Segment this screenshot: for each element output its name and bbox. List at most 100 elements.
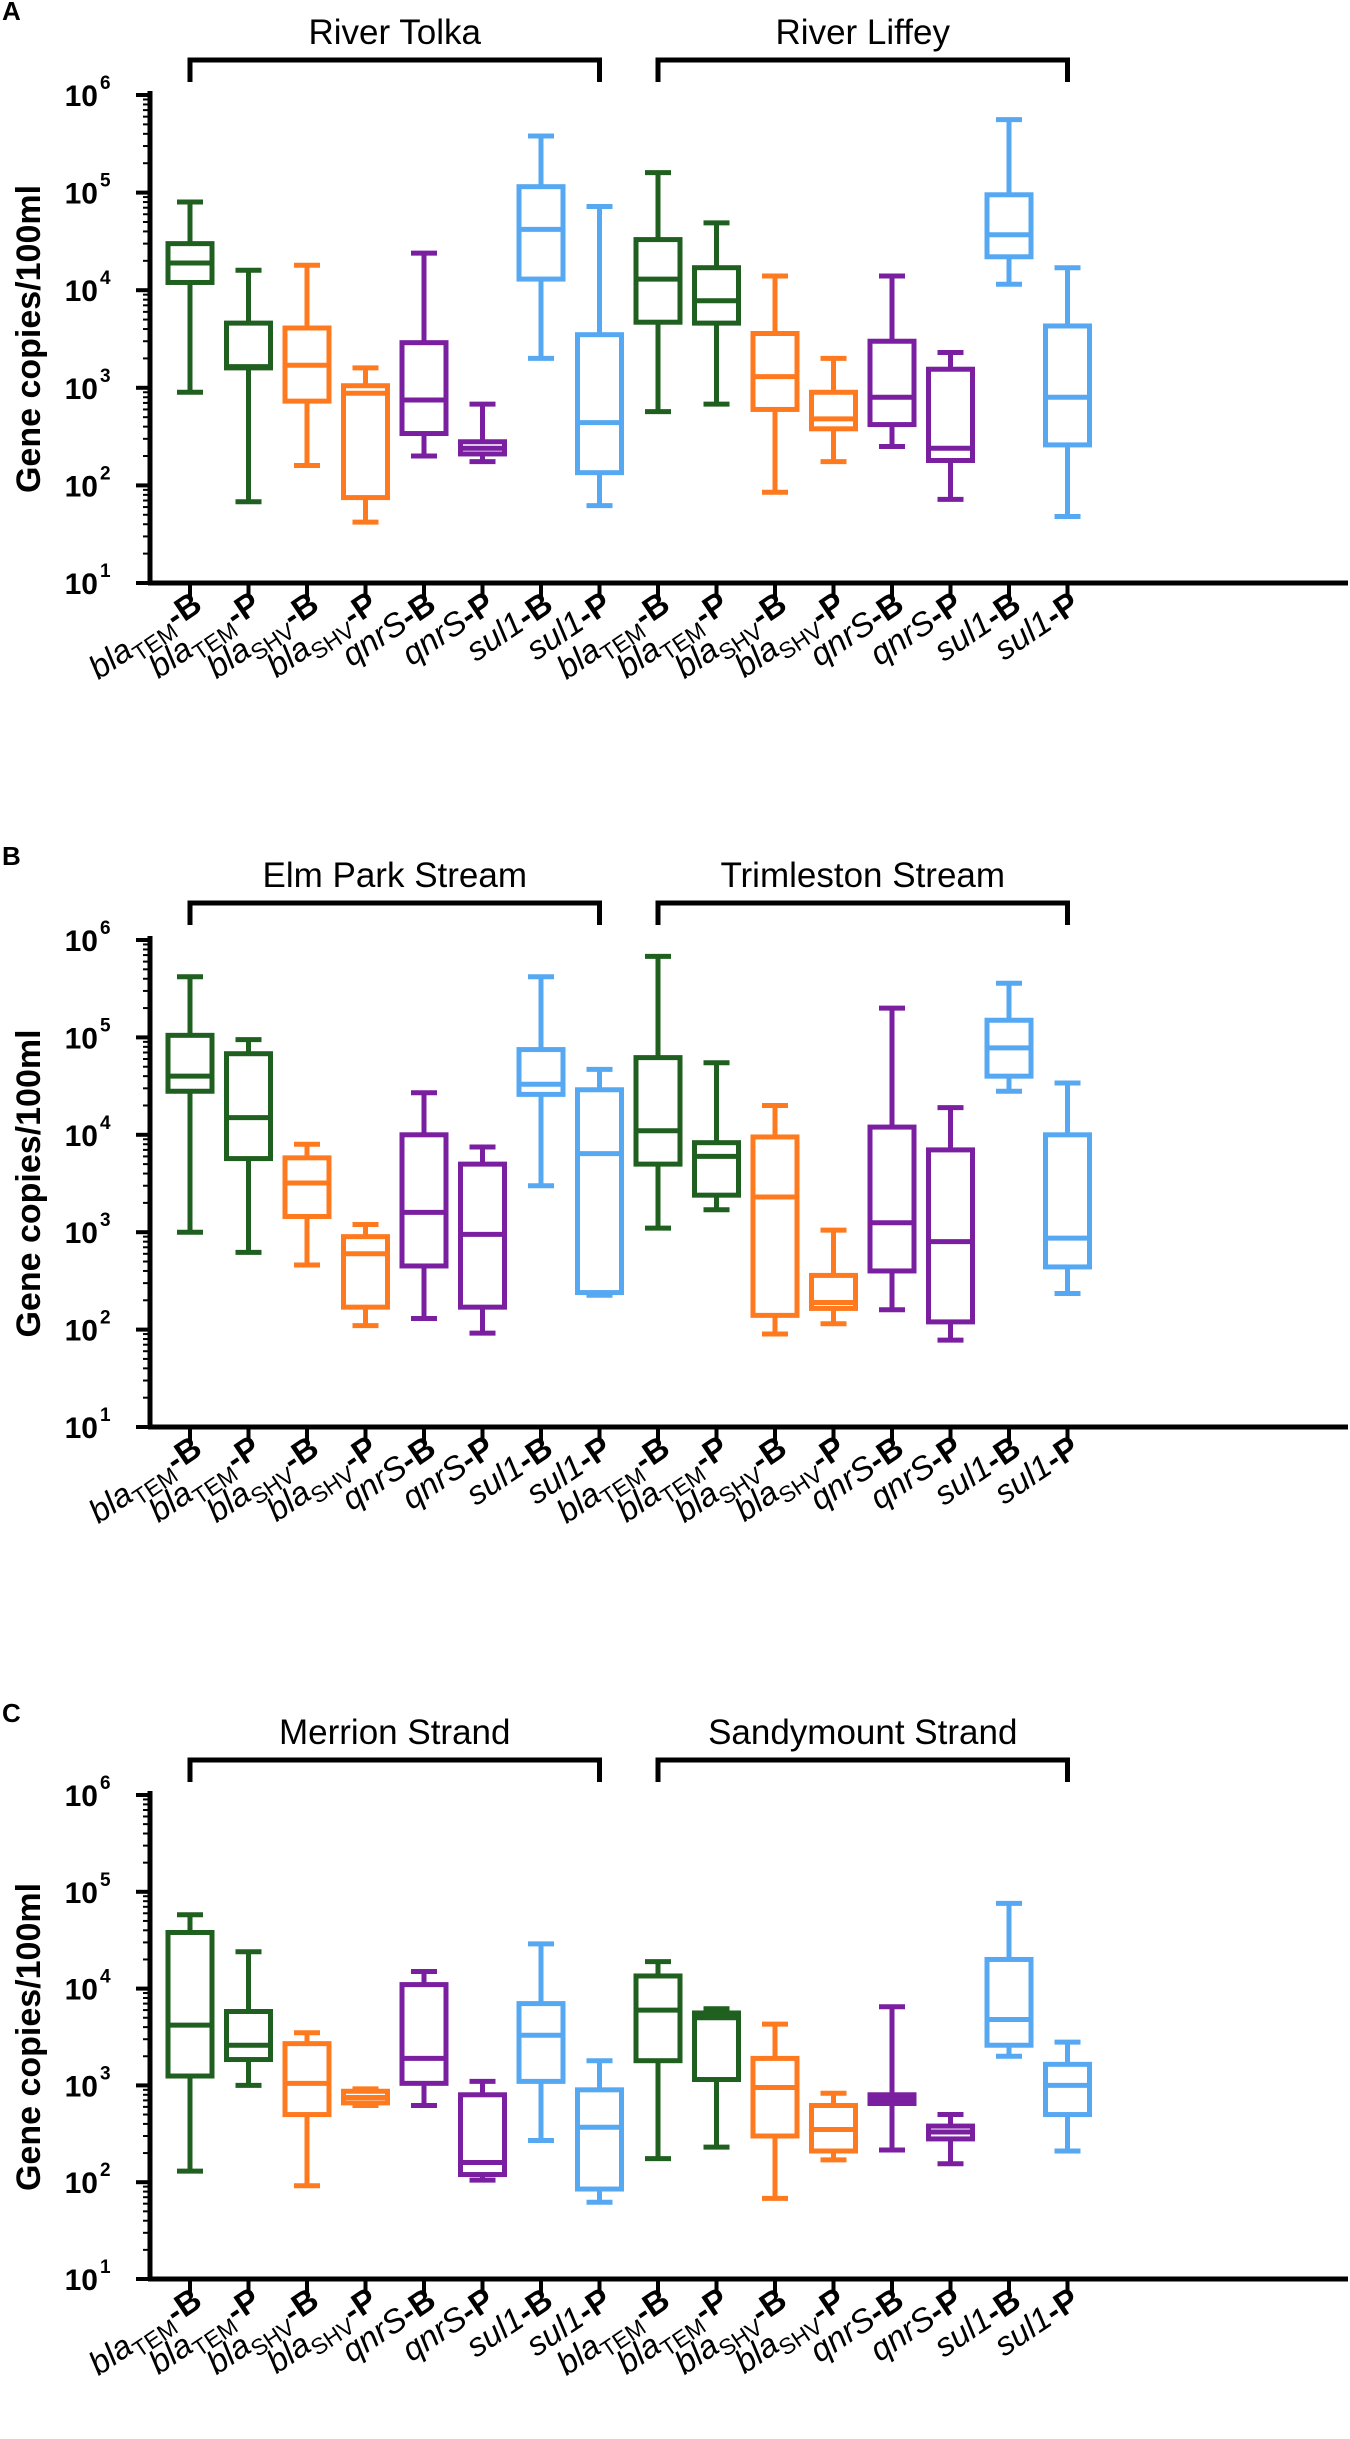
group-bracket	[187, 57, 602, 82]
box-5	[399, 250, 449, 459]
group-label: River Liffey	[776, 13, 951, 52]
y-tick-exponent: 3	[100, 2063, 111, 2084]
box-9	[633, 953, 683, 1231]
y-tick-exponent: 4	[100, 1113, 111, 1134]
y-tick-exponent: 2	[100, 463, 111, 484]
panel-a: A River Tolka River Liffey Gene copies/100m…	[2, 0, 1348, 691]
box-9	[633, 170, 683, 415]
group-label: Trimleston Stream	[720, 856, 1005, 895]
panel-label: C	[2, 1698, 21, 1728]
box-13	[867, 1005, 917, 1313]
box-3	[282, 1141, 332, 1268]
box-8	[575, 1066, 624, 1298]
panel-label: A	[2, 0, 21, 26]
box-15	[984, 1900, 1034, 2059]
box-3	[282, 2030, 332, 2189]
box-12	[809, 355, 858, 465]
y-tick-label: 10	[65, 1412, 98, 1445]
box-iqr	[575, 332, 624, 476]
box-2	[224, 1037, 273, 1255]
box-iqr	[1043, 323, 1092, 448]
y-tick-label: 10	[65, 1315, 98, 1348]
y-tick-exponent: 3	[100, 366, 111, 387]
y-tick-label: 10	[65, 1974, 98, 2007]
box-iqr	[575, 1087, 624, 1296]
y-tick-exponent: 5	[100, 171, 111, 192]
box-iqr	[341, 383, 390, 501]
box-6	[458, 401, 507, 465]
y-tick-exponent: 6	[100, 73, 111, 94]
panel-c: C Merrion Strand Sandymount Strand Gene cop…	[2, 1698, 1348, 2387]
y-tick-label: 10	[65, 470, 98, 503]
box-3	[282, 262, 332, 468]
box-iqr	[926, 1147, 975, 1325]
box-5	[399, 1090, 449, 1322]
box-14	[926, 2112, 975, 2167]
x-tick-label-gene: bla	[82, 1475, 139, 1530]
box-8	[575, 2058, 624, 2205]
box-iqr	[809, 389, 858, 432]
y-tick-exponent: 6	[100, 918, 111, 939]
box-13	[867, 273, 917, 450]
x-tick-label: blaTEM-B	[82, 2280, 212, 2387]
box-iqr	[399, 1982, 449, 2086]
box-1	[165, 199, 215, 395]
box-iqr	[1043, 1132, 1092, 1270]
box-1	[165, 1912, 215, 2174]
y-tick-label: 10	[65, 1877, 98, 1910]
y-tick-exponent: 1	[100, 2257, 111, 2278]
box-11	[750, 273, 800, 495]
group-bracket	[655, 1757, 1070, 1782]
y-tick-exponent: 1	[100, 1405, 111, 1426]
box-iqr	[575, 2087, 624, 2192]
x-tick-label: blaTEM-B	[82, 584, 212, 691]
box-14	[926, 1105, 975, 1343]
box-iqr	[165, 1032, 215, 1094]
box-15	[984, 117, 1034, 287]
box-iqr	[984, 1956, 1034, 2048]
y-tick-label: 10	[65, 1217, 98, 1250]
y-tick-exponent: 4	[100, 268, 111, 289]
box-10	[692, 220, 741, 407]
y-tick-label: 10	[65, 178, 98, 211]
group-label: Merrion Strand	[279, 1713, 510, 1752]
box-iqr	[750, 1134, 800, 1318]
box-14	[926, 349, 975, 502]
box-iqr	[750, 2055, 800, 2139]
y-tick-exponent: 5	[100, 1870, 111, 1891]
panel-label: B	[2, 841, 21, 871]
y-tick-label: 10	[65, 2167, 98, 2200]
y-tick-label: 10	[65, 1780, 98, 1813]
box-11	[750, 2021, 800, 2201]
box-iqr	[516, 1047, 566, 1097]
y-tick-label: 10	[65, 80, 98, 113]
group-label: Sandymount Strand	[708, 1713, 1017, 1752]
y-tick-exponent: 2	[100, 1308, 111, 1329]
box-iqr	[165, 1929, 215, 2079]
box-9	[633, 1959, 683, 2162]
box-4	[341, 1221, 390, 1329]
box-11	[750, 1102, 800, 1337]
box-15	[984, 980, 1034, 1094]
y-tick-label: 10	[65, 568, 98, 601]
x-tick-label: blaTEM-B	[82, 1428, 212, 1535]
box-iqr	[926, 366, 975, 463]
box-12	[809, 1227, 858, 1327]
box-6	[458, 1144, 507, 1336]
box-16	[1043, 265, 1092, 520]
box-10	[692, 2006, 741, 2150]
y-axis-label: Gene copies/100ml	[10, 185, 48, 493]
box-iqr	[750, 331, 800, 412]
y-tick-label: 10	[65, 275, 98, 308]
box-1	[165, 974, 215, 1235]
box-iqr	[224, 1051, 273, 1162]
y-tick-label: 10	[65, 373, 98, 406]
y-tick-exponent: 1	[100, 561, 111, 582]
box-7	[516, 1941, 566, 2143]
box-iqr	[282, 2041, 332, 2118]
group-label: Elm Park Stream	[263, 856, 528, 895]
box-iqr	[867, 338, 917, 428]
box-iqr	[516, 184, 566, 282]
box-16	[1043, 1080, 1092, 1296]
